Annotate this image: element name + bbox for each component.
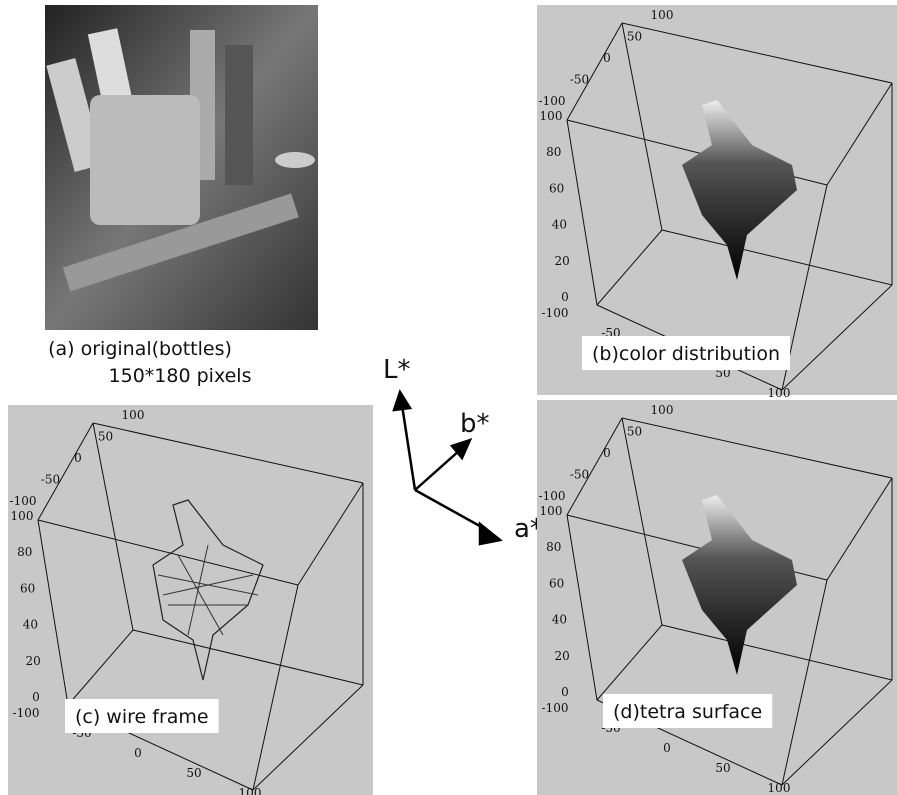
tick-label: 80 — [546, 540, 561, 554]
tick-label: -100 — [542, 701, 569, 715]
tick-label: 0 — [134, 746, 142, 760]
plot-panel: 100500-50-100100806040200-100-50050100(d… — [537, 400, 897, 795]
panel-background — [8, 405, 373, 795]
tick-label: -100 — [10, 494, 37, 508]
tick-label: 50 — [627, 30, 642, 44]
tick-label: 0 — [603, 446, 611, 460]
caption: (a) original(bottles) — [48, 338, 232, 360]
tick-label: 50 — [715, 761, 730, 775]
tick-label: -100 — [542, 306, 569, 320]
plot-panel: 100500-50-100100806040200-100-50050100(c… — [8, 405, 373, 795]
axis-label: b* — [460, 409, 490, 439]
caption: (d)tetra surface — [613, 701, 762, 723]
tick-label: 100 — [651, 403, 674, 417]
tick-label: 50 — [186, 766, 201, 780]
figure: (a) original(bottles) 150*180 pixels L* … — [0, 0, 897, 795]
tick-label: -50 — [570, 73, 589, 87]
tick-label: 60 — [549, 576, 564, 590]
tick-label: 100 — [122, 408, 145, 422]
caption: 150*180 pixels — [109, 365, 252, 387]
tick-label: 100 — [540, 109, 563, 123]
original-photo — [45, 5, 318, 330]
tick-label: 40 — [23, 618, 38, 632]
tick-label: -50 — [570, 468, 589, 482]
tick-label: 40 — [552, 218, 567, 232]
tick-label: 100 — [651, 8, 674, 22]
tick-label: 60 — [549, 181, 564, 195]
tick-label: 80 — [546, 145, 561, 159]
tick-label: 100 — [768, 781, 791, 795]
tick-label: 100 — [239, 786, 262, 795]
tick-label: 0 — [603, 51, 611, 65]
tick-label: 50 — [98, 430, 113, 444]
tick-label: 100 — [11, 509, 34, 523]
tick-label: 20 — [555, 254, 570, 268]
tick-label: 0 — [561, 290, 569, 304]
tick-label: 100 — [768, 386, 791, 400]
tick-label: 0 — [74, 451, 82, 465]
tick-label: 80 — [17, 545, 32, 559]
plot-panel: 100500-50-100100806040200-100-50050100(b… — [537, 5, 897, 400]
tick-label: -50 — [41, 473, 60, 487]
tick-label: 60 — [20, 581, 35, 595]
tick-label: 0 — [32, 690, 40, 704]
tick-label: 0 — [561, 685, 569, 699]
tick-label: 20 — [555, 649, 570, 663]
caption: (b)color distribution — [592, 343, 780, 365]
tick-label: -100 — [13, 706, 40, 720]
axis-label: L* — [383, 355, 411, 385]
tick-label: -100 — [539, 94, 566, 108]
tick-label: 40 — [552, 613, 567, 627]
tick-label: 20 — [26, 654, 41, 668]
tick-label: 50 — [627, 425, 642, 439]
caption: (c) wire frame — [75, 706, 209, 728]
tick-label: 100 — [540, 504, 563, 518]
tick-label: 0 — [663, 741, 671, 755]
tick-label: -100 — [539, 489, 566, 503]
